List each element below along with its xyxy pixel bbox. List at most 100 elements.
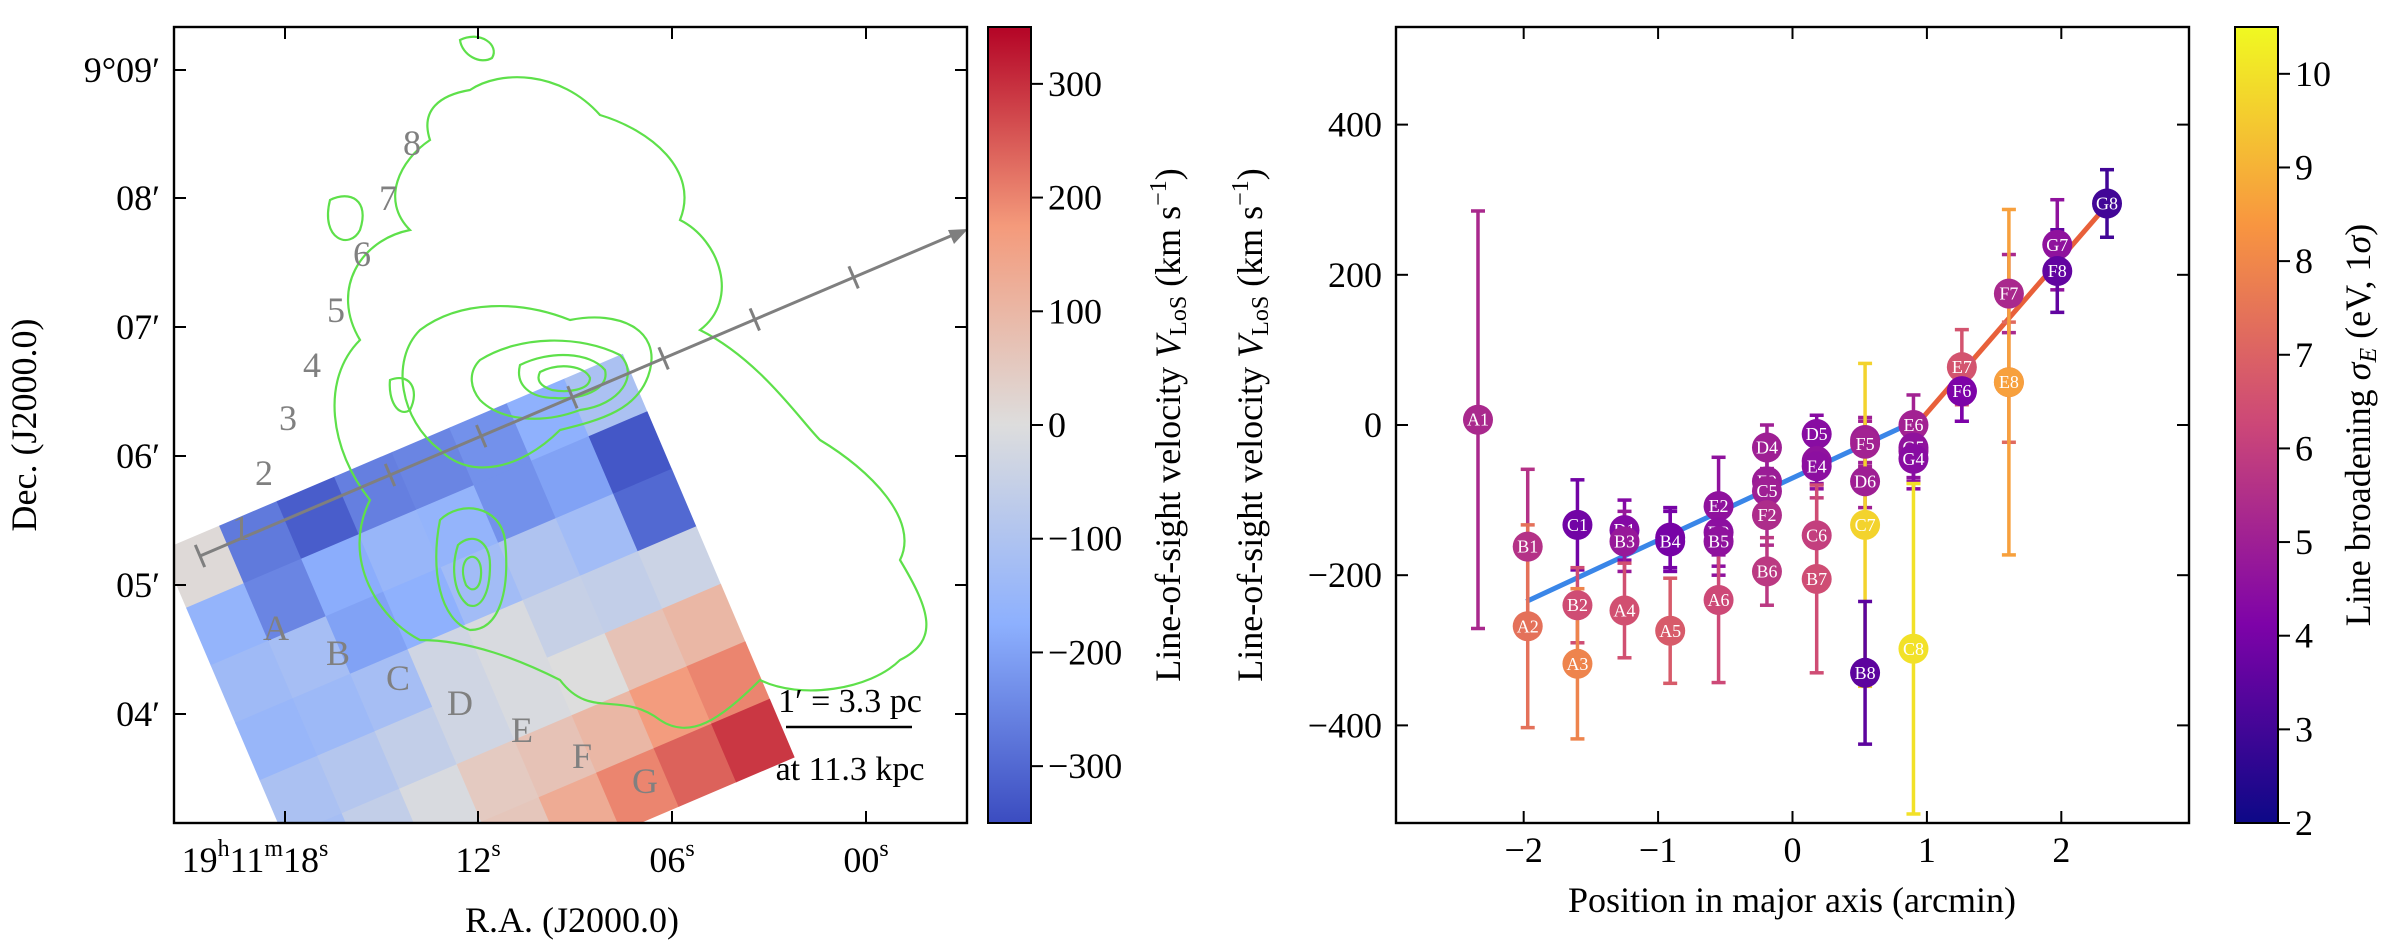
map-cell-B2 [243,558,328,642]
colorbar-tick-label: −300 [1048,746,1122,786]
map-cell-C2 [268,615,352,700]
map-cell-D1 [235,697,319,782]
point-F2 [1751,500,1782,531]
map-cell-G4 [481,796,551,823]
point-label: E8 [1999,372,2019,392]
point-label: A5 [1659,621,1681,641]
map-cell-C3 [325,591,410,675]
broadening-colorbar [2234,26,2279,824]
point-label: G7 [2046,235,2068,255]
colorbar-tick-label: 6 [2295,428,2313,468]
slit-number-2: 2 [255,453,273,493]
scalebar-label: 1′ = 3.3 pc [778,683,922,720]
point-label: B3 [1614,531,1635,551]
map-cell-B1 [186,582,270,667]
point-F6 [1946,376,1977,407]
point-A1 [1462,404,1493,435]
contour [435,507,508,632]
map-cell-E5 [489,657,574,741]
colorbar-tick-label: 3 [2295,709,2313,749]
velocity-colorbar-label: Line-of-sight velocity VLoS (km s−1) [1146,168,1192,681]
point-label: E6 [1903,415,1923,435]
point-label: B5 [1708,531,1729,551]
slit-letter-E: E [511,710,533,750]
point-label: A2 [1517,616,1539,636]
right-axes-frame [1394,25,2191,825]
major-axis-tick [383,463,397,487]
point-F7 [1993,278,2024,309]
contour [327,195,364,241]
y-tick-label: 200 [1328,255,1382,295]
contour [388,377,415,413]
slit-number-1: 1 [232,508,250,548]
point-label: A3 [1566,654,1588,674]
point-E8 [1993,367,2024,398]
point-B2 [1562,590,1593,621]
y-tick-label: −400 [1308,705,1382,745]
point-label: B1 [1517,537,1538,557]
map-cell-D3 [350,648,434,733]
right-y-axis-label: Line-of-sight velocity VLoS (km s−1) [1228,168,1274,681]
map-cell-C1 [210,640,295,724]
colorbar-tick-label: 9 [2295,147,2313,187]
point-label: E7 [1952,357,1972,377]
right-axis-ticks: −2 −1 0 1 2 400 200 0 −200 −400 [1308,27,2189,870]
point-label: F5 [1856,434,1875,454]
major-axis-tick [475,424,488,448]
map-cell-G1 [309,870,393,952]
map-cell-G7 [653,723,738,807]
scalebar-distance: at 11.3 kpc [776,751,925,788]
point-C1 [1562,509,1593,540]
point-A5 [1655,615,1686,646]
map-cell-A1 [174,525,246,609]
map-cell-C7 [555,493,640,577]
map-cell-G6 [596,747,680,823]
y-tick-label: 400 [1328,105,1382,145]
point-label: B2 [1567,595,1588,615]
contour [401,304,653,469]
point-E2 [1703,491,1734,522]
y-tick-label: 08′ [116,178,160,218]
slit-letter-G: G [632,761,658,801]
point-B1 [1512,531,1543,562]
intensity-contours [327,35,928,729]
point-B4 [1655,526,1686,557]
velocity-colorbar-ticks: 300 200 100 0 −100 −200 −300 [1031,64,1122,786]
map-cell-E8 [662,583,746,668]
point-label: A1 [1467,410,1489,430]
map-cell-D2 [292,673,377,757]
map-cell-G8 [711,698,795,783]
left-y-axis-label: Dec. (J2000.0) [4,319,44,532]
data-points: A1B1A2C1B2A3D1B3A4D3B4A5E2D2B5A6D4E3C5F2… [1462,167,2123,816]
point-B3 [1609,526,1640,557]
point-label: B8 [1855,663,1876,683]
slit-number-3: 3 [279,398,297,438]
major-axis-tick [193,544,207,568]
x-tick-label: 12s [455,836,500,880]
contour [470,339,629,420]
point-C7 [1850,509,1881,540]
point-label: G4 [1902,449,1924,469]
contour [453,537,492,608]
map-cell-D6 [522,575,607,659]
point-label: A6 [1708,590,1730,610]
slit-number-6: 6 [353,234,371,274]
point-A2 [1512,611,1543,642]
point-G4 [1898,443,1929,474]
colorbar-tick-label: −200 [1048,632,1122,672]
map-cell-F3 [399,763,483,823]
map-cell-F5 [514,714,598,799]
map-cell-F8 [686,641,771,725]
point-label: B7 [1806,569,1827,589]
slit-number-7: 7 [379,178,397,218]
colorbar-tick-label: 0 [1048,405,1066,445]
y-tick-label: 0 [1364,405,1382,445]
slit-letter-A: A [263,608,289,648]
colorbar-tick-label: 100 [1048,291,1102,331]
point-label: F8 [2048,261,2067,281]
y-tick-label: −200 [1308,555,1382,595]
major-axis-tick [566,385,579,409]
point-A3 [1562,648,1593,679]
